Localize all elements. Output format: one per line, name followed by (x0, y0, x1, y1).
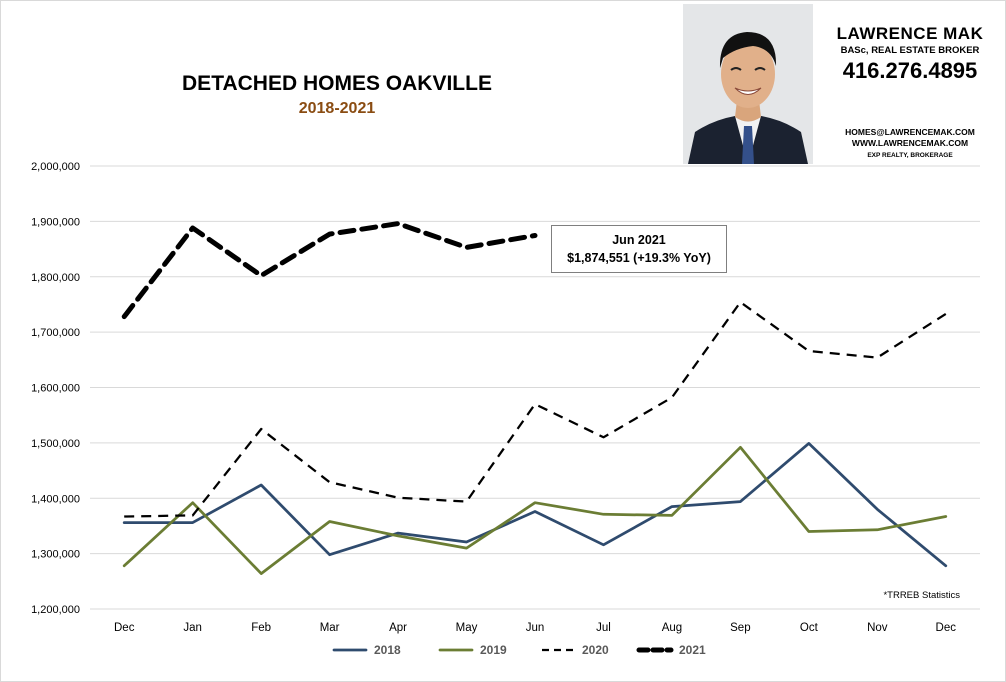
agent-email: HOMES@LAWRENCEMAK.COM (845, 127, 975, 137)
legend-item-2019: 2019 (436, 642, 507, 658)
y-tick-label: 1,300,000 (31, 549, 80, 561)
x-tick-label: Aug (662, 622, 682, 634)
agent-phone: 416.276.4895 (842, 58, 978, 83)
x-tick-label: Dec (936, 622, 957, 634)
callout-month: Jun 2021 (612, 233, 666, 247)
legend-swatch (636, 647, 674, 653)
x-tick-label: Jun (526, 622, 545, 634)
series-line-2019 (122, 445, 948, 575)
callout-value: $1,874,551 (+19.3% YoY) (567, 251, 711, 265)
y-tick-label: 1,600,000 (31, 383, 80, 395)
x-tick-label: May (456, 622, 478, 634)
y-tick-label: 1,400,000 (31, 493, 80, 505)
chart-subtitle: 2018-2021 (298, 100, 376, 117)
legend-item-2018: 2018 (330, 642, 401, 658)
y-tick-label: 1,200,000 (31, 604, 80, 616)
legend-item-2020: 2020 (538, 642, 609, 658)
legend-label: 2019 (480, 643, 507, 657)
y-tick-label: 1,800,000 (31, 272, 80, 284)
legend-label: 2018 (374, 643, 401, 657)
x-tick-label: Nov (867, 622, 888, 634)
source-note: *TRREB Statistics (883, 590, 960, 601)
x-tick-label: Mar (320, 622, 340, 634)
y-tick-label: 2,000,000 (31, 161, 80, 173)
x-tick-label: Apr (389, 622, 407, 634)
series-line-2021 (121, 221, 538, 320)
legend-swatch (542, 648, 574, 652)
x-tick-label: Dec (114, 622, 135, 634)
legend-label: 2020 (582, 643, 609, 657)
legend-label: 2021 (679, 643, 706, 657)
chart-title: DETACHED HOMES OAKVILLE (182, 72, 492, 95)
series-line-2020 (124, 301, 947, 518)
series-line-2018 (122, 442, 948, 568)
x-tick-label: Feb (251, 622, 271, 634)
y-tick-label: 1,900,000 (31, 216, 80, 228)
x-tick-label: Jul (596, 622, 611, 634)
legend-swatch (332, 648, 368, 652)
agent-brokerage: EXP REALTY, BROKERAGE (867, 152, 953, 159)
agent-website: WWW.LAWRENCEMAK.COM (851, 138, 969, 148)
agent-photo (683, 4, 813, 164)
x-tick-label: Oct (800, 622, 819, 634)
x-tick-label: Sep (730, 622, 750, 634)
legend-item-2021: 2021 (635, 642, 706, 658)
callout-box: Jun 2021 $1,874,551 (+19.3% YoY) (551, 225, 727, 273)
y-tick-label: 1,700,000 (31, 327, 80, 339)
legend-swatch (438, 648, 474, 652)
y-tick-label: 1,500,000 (31, 438, 80, 450)
agent-name: LAWRENCE MAK (836, 24, 984, 43)
agent-role: BASc, REAL ESTATE BROKER (840, 45, 980, 56)
x-tick-label: Jan (183, 622, 202, 634)
